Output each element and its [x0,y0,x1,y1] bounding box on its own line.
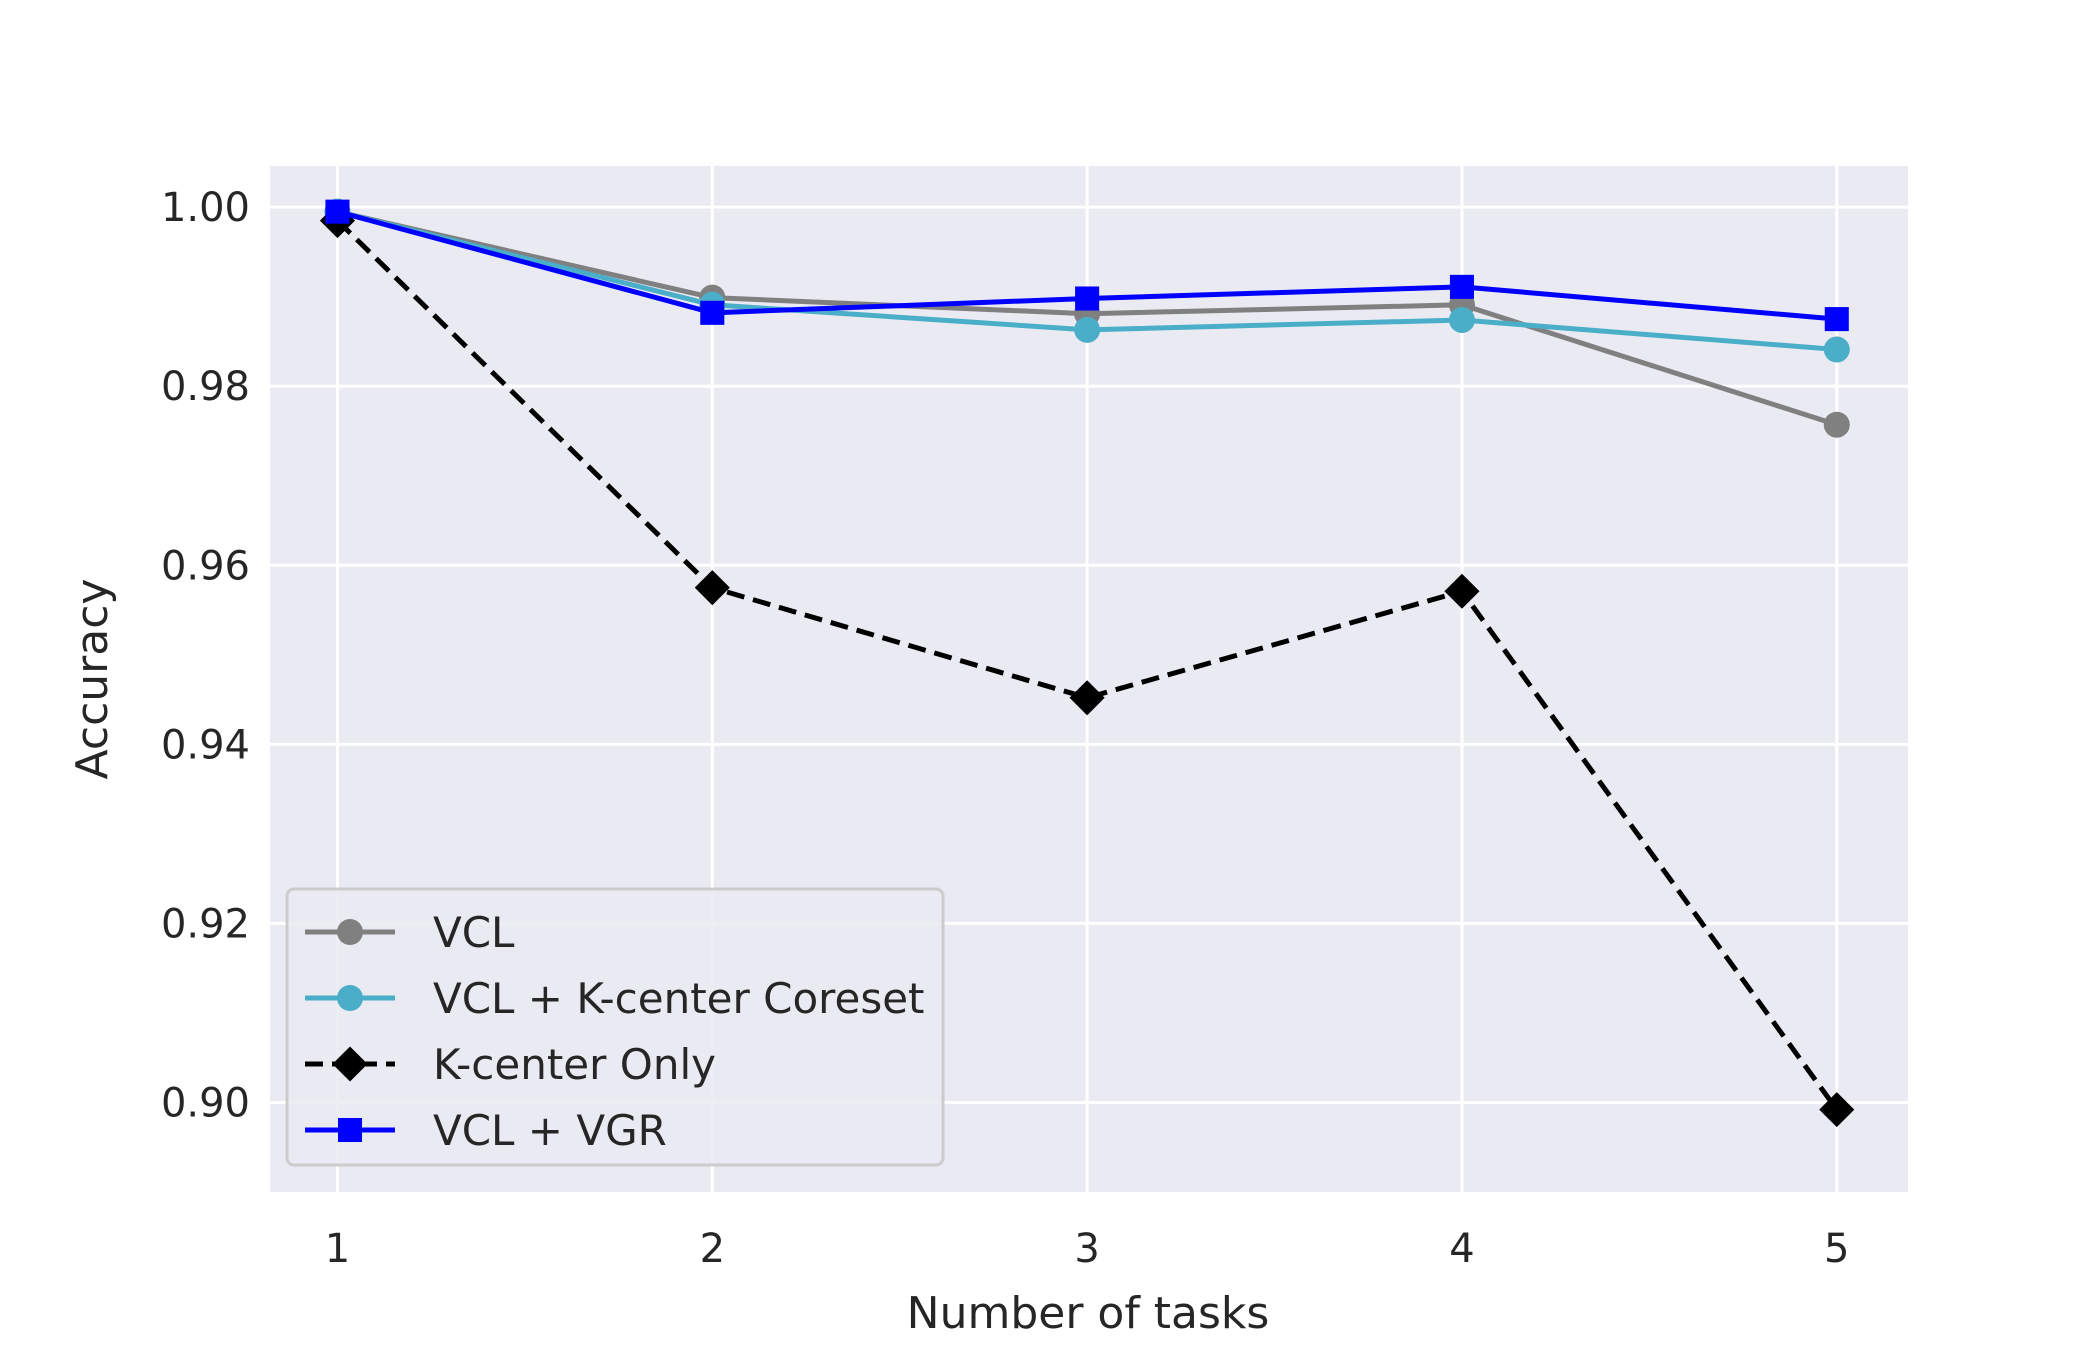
data-point [700,300,725,325]
legend-label: VCL [433,908,515,957]
data-point [1823,336,1850,363]
series-2 [319,203,1855,1128]
legend-marker [337,1117,363,1143]
data-point [1823,411,1850,438]
data-point [1075,286,1100,311]
x-axis-label: Number of tasks [907,1288,1270,1339]
legend-label: K-center Only [433,1040,716,1089]
legend-marker [337,919,363,945]
x-tick-label: 3 [1074,1226,1099,1272]
series-line [335,218,1839,1112]
legend-item: K-center Only [305,1040,716,1089]
data-point [1824,307,1849,332]
data-point [1069,680,1105,716]
x-tick-label: 4 [1449,1226,1474,1272]
legend-label: VCL + VGR [433,1106,667,1155]
x-tick-label: 2 [700,1226,725,1272]
data-point [325,199,350,224]
data-point [1449,274,1474,299]
x-tick-label: 5 [1824,1226,1849,1272]
legend-label: VCL + K-center Coreset [433,974,925,1023]
y-axis-label: Accuracy [67,579,118,780]
y-tick-label: 1.00 [161,185,250,231]
legend-marker [337,985,363,1011]
legend-item: VCL + VGR [305,1106,667,1155]
legend-item: VCL [305,908,515,957]
x-tick-label: 1 [325,1226,350,1272]
data-point [1074,316,1101,343]
series-3 [325,199,1849,332]
y-tick-label: 0.96 [161,543,250,589]
y-tick-label: 0.90 [161,1080,250,1126]
legend-box [285,887,945,1167]
y-tick-label: 0.94 [161,722,250,768]
x-axis-ticks: 1 2 3 4 5 [325,1226,1850,1272]
legend: VCL VCL + K-center Coreset K-center Only VC… [285,887,945,1167]
data-series [319,198,1855,1128]
data-point [1448,306,1475,333]
legend-marker [332,1046,368,1082]
y-tick-label: 0.98 [161,364,250,410]
data-point [1819,1092,1855,1128]
y-axis-ticks: 0.90 0.92 0.94 0.96 0.98 1.00 [161,185,250,1126]
legend-item: VCL + K-center Coreset [305,974,925,1023]
y-tick-label: 0.92 [161,901,250,947]
data-point [1444,573,1480,609]
data-point [694,570,730,606]
